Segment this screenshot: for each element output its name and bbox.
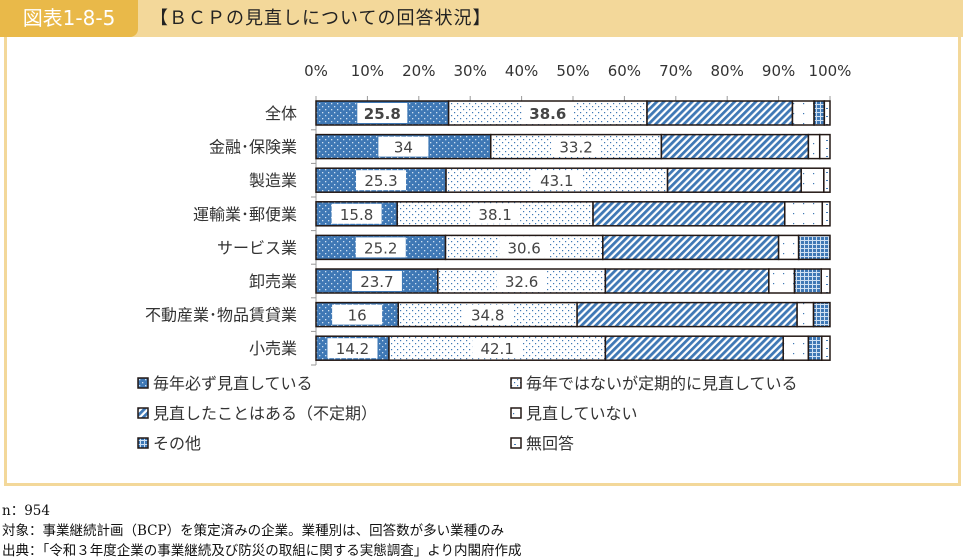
data-label-background bbox=[331, 203, 382, 224]
bar-segment bbox=[646, 100, 794, 126]
legend-swatch bbox=[510, 407, 522, 419]
x-tick-label: 40% bbox=[505, 62, 538, 80]
data-label: 25.8 bbox=[364, 105, 401, 123]
bar-segment bbox=[823, 167, 831, 193]
data-label: 43.1 bbox=[540, 172, 573, 190]
chart-frame bbox=[4, 37, 961, 486]
data-label: 25.2 bbox=[364, 239, 397, 257]
x-tick-label: 80% bbox=[711, 62, 744, 80]
data-label: 32.6 bbox=[505, 273, 538, 291]
legend-swatch bbox=[137, 437, 149, 449]
legend-label: 毎年ではないが定期的に見直している bbox=[526, 374, 798, 393]
bar-segment bbox=[777, 234, 800, 261]
figure-number: 図表1-8-5 bbox=[0, 0, 138, 37]
data-label: 30.6 bbox=[507, 239, 540, 257]
data-label-background bbox=[332, 304, 383, 325]
bar-segment bbox=[797, 234, 831, 261]
bar-segment bbox=[821, 335, 831, 361]
bar-segment bbox=[807, 133, 821, 160]
legend-swatch bbox=[510, 377, 522, 389]
category-label: 運輸業･郵便業 bbox=[193, 205, 297, 224]
x-tick-label: 10% bbox=[351, 62, 384, 80]
bar-segment bbox=[823, 100, 831, 126]
data-label-background bbox=[327, 338, 378, 359]
data-label-background bbox=[378, 136, 429, 157]
data-label: 15.8 bbox=[340, 206, 373, 224]
legend-label: 見直したことはある（不定期） bbox=[153, 404, 377, 423]
bar-segment bbox=[768, 268, 796, 294]
x-tick-label: 50% bbox=[556, 62, 589, 80]
bar-segment bbox=[604, 335, 784, 361]
data-label-background bbox=[499, 237, 550, 258]
source-note: 出典：「令和３年度企業の事業継続及び防災の取組に関する実態調査」より内閣府作成 bbox=[2, 543, 522, 559]
data-label: 23.7 bbox=[360, 273, 393, 291]
legend-label: 無回答 bbox=[526, 434, 574, 453]
data-label-background bbox=[551, 136, 602, 157]
category-label: 不動産業･物品賃貸業 bbox=[145, 306, 297, 325]
data-label-background bbox=[356, 170, 407, 191]
target-note: 対象：事業継続計画（BCP）を策定済みの企業。業種別は、回答数が多い業種のみ bbox=[2, 523, 505, 539]
data-label: 34 bbox=[394, 139, 413, 157]
data-label-background bbox=[472, 338, 523, 359]
category-label: 小売業 bbox=[249, 339, 297, 358]
data-label-background bbox=[462, 304, 513, 325]
data-label-background bbox=[351, 271, 402, 291]
category-label: 全体 bbox=[265, 104, 297, 123]
legend-swatch bbox=[137, 377, 149, 389]
data-label-background bbox=[355, 237, 406, 258]
x-tick-label: 60% bbox=[608, 62, 641, 80]
data-label-background bbox=[531, 170, 582, 191]
legend-label: その他 bbox=[153, 434, 201, 453]
bar-segment bbox=[820, 268, 831, 294]
legend-swatch bbox=[137, 407, 149, 419]
data-label: 16 bbox=[348, 307, 367, 325]
bar-segment bbox=[604, 268, 770, 294]
x-tick-label: 30% bbox=[454, 62, 487, 80]
x-tick-label: 90% bbox=[762, 62, 795, 80]
bar-segment bbox=[793, 268, 823, 294]
data-label: 14.2 bbox=[336, 340, 369, 358]
x-tick-label: 100% bbox=[809, 62, 852, 80]
bar-segment bbox=[821, 201, 831, 227]
bar-segment bbox=[602, 234, 780, 261]
data-label-background bbox=[522, 103, 573, 123]
data-label-background bbox=[496, 271, 547, 291]
bar-segment bbox=[818, 133, 831, 160]
bar-segment bbox=[660, 133, 810, 160]
x-tick-label: 0% bbox=[304, 62, 328, 80]
bar-segment bbox=[796, 301, 815, 328]
figure-title: 【ＢＣＰの見直しについての回答状況】 bbox=[150, 8, 492, 29]
data-label: 33.2 bbox=[559, 139, 592, 157]
bar-segment bbox=[784, 201, 824, 227]
bar-segment bbox=[592, 201, 786, 227]
bar-segment bbox=[666, 167, 802, 193]
data-label: 25.3 bbox=[364, 172, 397, 190]
category-label: 製造業 bbox=[249, 171, 297, 190]
category-label: サービス業 bbox=[217, 238, 297, 257]
category-label: 金融･保険業 bbox=[209, 138, 297, 157]
bar-segment bbox=[800, 167, 825, 193]
x-tick-label: 20% bbox=[402, 62, 435, 80]
legend-label: 見直していない bbox=[526, 404, 638, 423]
bar-segment bbox=[813, 100, 826, 126]
legend-swatch bbox=[510, 437, 522, 449]
data-label: 38.6 bbox=[529, 105, 566, 123]
bar-segment bbox=[807, 335, 823, 361]
bar-segment bbox=[812, 301, 831, 328]
data-label-background bbox=[357, 103, 408, 123]
category-label: 卸売業 bbox=[249, 272, 297, 291]
data-label: 38.1 bbox=[478, 206, 511, 224]
x-tick-label: 70% bbox=[659, 62, 692, 80]
sample-size: n：954 bbox=[2, 503, 50, 519]
bar-segment bbox=[576, 301, 798, 328]
bar-segment bbox=[791, 100, 815, 126]
data-label-background bbox=[470, 203, 521, 224]
data-label: 34.8 bbox=[471, 307, 504, 325]
data-label: 42.1 bbox=[480, 340, 513, 358]
header-bar bbox=[0, 0, 963, 37]
bar-segment bbox=[782, 335, 810, 361]
legend-label: 毎年必ず見直している bbox=[153, 374, 313, 393]
